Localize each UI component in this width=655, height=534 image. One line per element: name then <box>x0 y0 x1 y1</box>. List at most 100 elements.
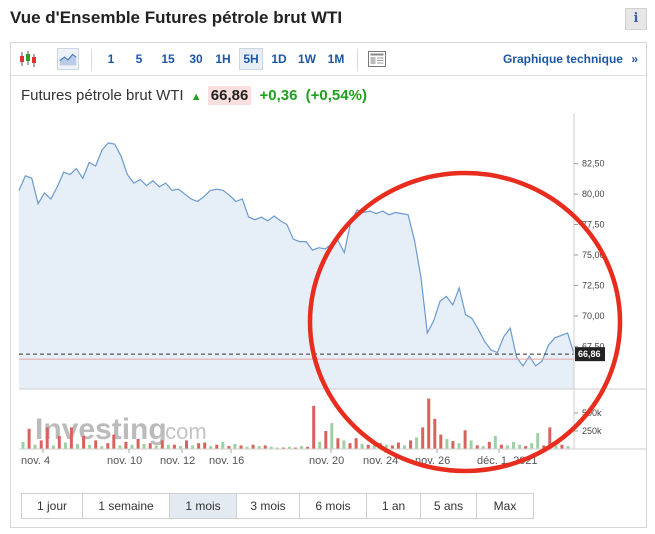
quote-header: Futures pétrole brut WTI ▲ 66,86 +0,36 (… <box>21 86 367 105</box>
volume-bar <box>421 427 425 449</box>
price-tag-label: 66,86 <box>578 349 601 359</box>
price-series <box>18 142 575 389</box>
volume-bar <box>69 427 73 449</box>
technical-chart-label: Graphique technique <box>502 52 623 66</box>
price-change-percent: (+0,54%) <box>305 87 367 104</box>
volume-bar <box>269 446 273 449</box>
volume-bar <box>148 443 152 449</box>
period-1-button[interactable]: 1 <box>107 52 115 66</box>
x-tick-label: nov. 24 <box>363 455 398 467</box>
volume-bar <box>560 444 564 449</box>
volume-bar <box>384 444 388 449</box>
volume-bar <box>512 441 515 449</box>
period-15-button[interactable]: 15 <box>161 52 175 66</box>
volume-bar <box>439 434 443 449</box>
period-1m-button[interactable]: 1M <box>327 52 345 66</box>
volume-bar <box>427 398 431 449</box>
volume-bar <box>499 444 503 449</box>
chart-widget: 1 5 15 30 1H 5H 1D 1W 1M Graphique techn… <box>10 42 647 528</box>
volume-bar <box>300 446 304 449</box>
range-6-months-button[interactable]: 6 mois <box>300 493 367 519</box>
volume-bar <box>487 441 491 449</box>
volume-bar <box>27 428 31 449</box>
volume-bar <box>287 446 291 449</box>
volume-bar <box>554 445 558 449</box>
volume-bar <box>542 445 546 449</box>
volume-bar <box>415 437 419 449</box>
period-1h-button[interactable]: 1H <box>215 52 231 66</box>
volume-bar <box>530 443 534 449</box>
period-5-button[interactable]: 5 <box>135 52 143 66</box>
volume-bar <box>191 445 195 449</box>
y-tick-label: 77,50 <box>582 220 605 230</box>
volume-bar <box>172 444 176 449</box>
volume-bar <box>354 438 358 449</box>
last-price: 66,86 <box>207 86 252 105</box>
area-chart-icon[interactable] <box>57 48 79 70</box>
volume-tick-label: 250k <box>582 426 602 436</box>
volume-bar <box>493 436 497 449</box>
volume-bar <box>390 445 394 449</box>
volume-bar <box>185 440 188 449</box>
range-1-day-button[interactable]: 1 jour <box>21 493 83 519</box>
period-1w-button[interactable]: 1W <box>298 52 316 66</box>
price-chart[interactable]: Investing .com 82,50 80,00 77,50 75,00 72,50… <box>11 113 646 477</box>
y-axis: 82,50 80,00 77,50 75,00 72,50 70,00 67,50 500k 2… <box>19 113 646 450</box>
range-selector: 1 jour 1 semaine 1 mois 3 mois 6 mois 1 … <box>21 493 534 519</box>
x-tick-label: nov. 10 <box>107 455 142 467</box>
volume-bar <box>306 446 310 449</box>
volume-bar <box>118 445 122 449</box>
period-1d-button[interactable]: 1D <box>271 52 287 66</box>
volume-bar <box>215 444 219 449</box>
volume-bar <box>100 446 104 449</box>
page-title: Vue d'Ensemble Futures pétrole brut WTI <box>10 8 343 27</box>
watermark-brand: Investing <box>35 413 167 446</box>
volume-bar <box>396 442 400 449</box>
volume-bar <box>166 444 170 449</box>
period-5h-button[interactable]: 5H <box>239 48 263 70</box>
candlestick-icon[interactable] <box>17 48 39 70</box>
volume-bar <box>275 447 279 449</box>
range-1-month-button[interactable]: 1 mois <box>170 493 237 519</box>
info-icon[interactable]: i <box>625 8 647 30</box>
volume-bar <box>227 446 231 449</box>
technical-chart-link[interactable]: Graphique technique » <box>503 48 638 70</box>
volume-bar <box>312 405 316 449</box>
toolbar-divider <box>91 49 92 71</box>
volume-bar <box>342 440 346 449</box>
range-5-years-button[interactable]: 5 ans <box>421 493 477 519</box>
volume-bar <box>45 427 49 449</box>
volume-bar <box>257 446 261 449</box>
double-chevron-right-icon: » <box>631 52 638 66</box>
range-1-week-button[interactable]: 1 semaine <box>83 493 170 519</box>
volume-bar <box>142 444 146 449</box>
volume-bar <box>209 446 213 449</box>
volume-bar <box>366 444 370 449</box>
news-layout-icon[interactable] <box>366 48 388 70</box>
volume-bar <box>566 446 570 449</box>
volume-bar <box>221 441 225 449</box>
volume-bar <box>124 441 128 449</box>
volume-bar <box>63 442 67 449</box>
volume-bar <box>136 438 140 449</box>
range-1-year-button[interactable]: 1 an <box>367 493 421 519</box>
volume-tick-label: 500k <box>582 408 602 418</box>
range-3-months-button[interactable]: 3 mois <box>237 493 300 519</box>
volume-bar <box>203 442 207 449</box>
y-tick-label: 80,00 <box>582 189 605 199</box>
period-30-button[interactable]: 30 <box>189 52 203 66</box>
volume-bar <box>76 444 79 449</box>
volume-bar <box>433 418 437 449</box>
y-tick-label: 82,50 <box>582 159 605 169</box>
x-tick-label: nov. 20 <box>309 455 344 467</box>
volume-bar <box>372 445 376 449</box>
volume-bar <box>39 440 43 449</box>
volume-bar <box>524 446 528 449</box>
x-tick-label: nov. 16 <box>209 455 244 467</box>
current-price-tag: 66,86 <box>575 347 605 362</box>
range-max-button[interactable]: Max <box>477 493 534 519</box>
volume-bar <box>154 445 158 449</box>
arrow-up-icon: ▲ <box>190 91 202 103</box>
price-area-fill <box>19 142 574 389</box>
volume-bar <box>463 430 467 449</box>
